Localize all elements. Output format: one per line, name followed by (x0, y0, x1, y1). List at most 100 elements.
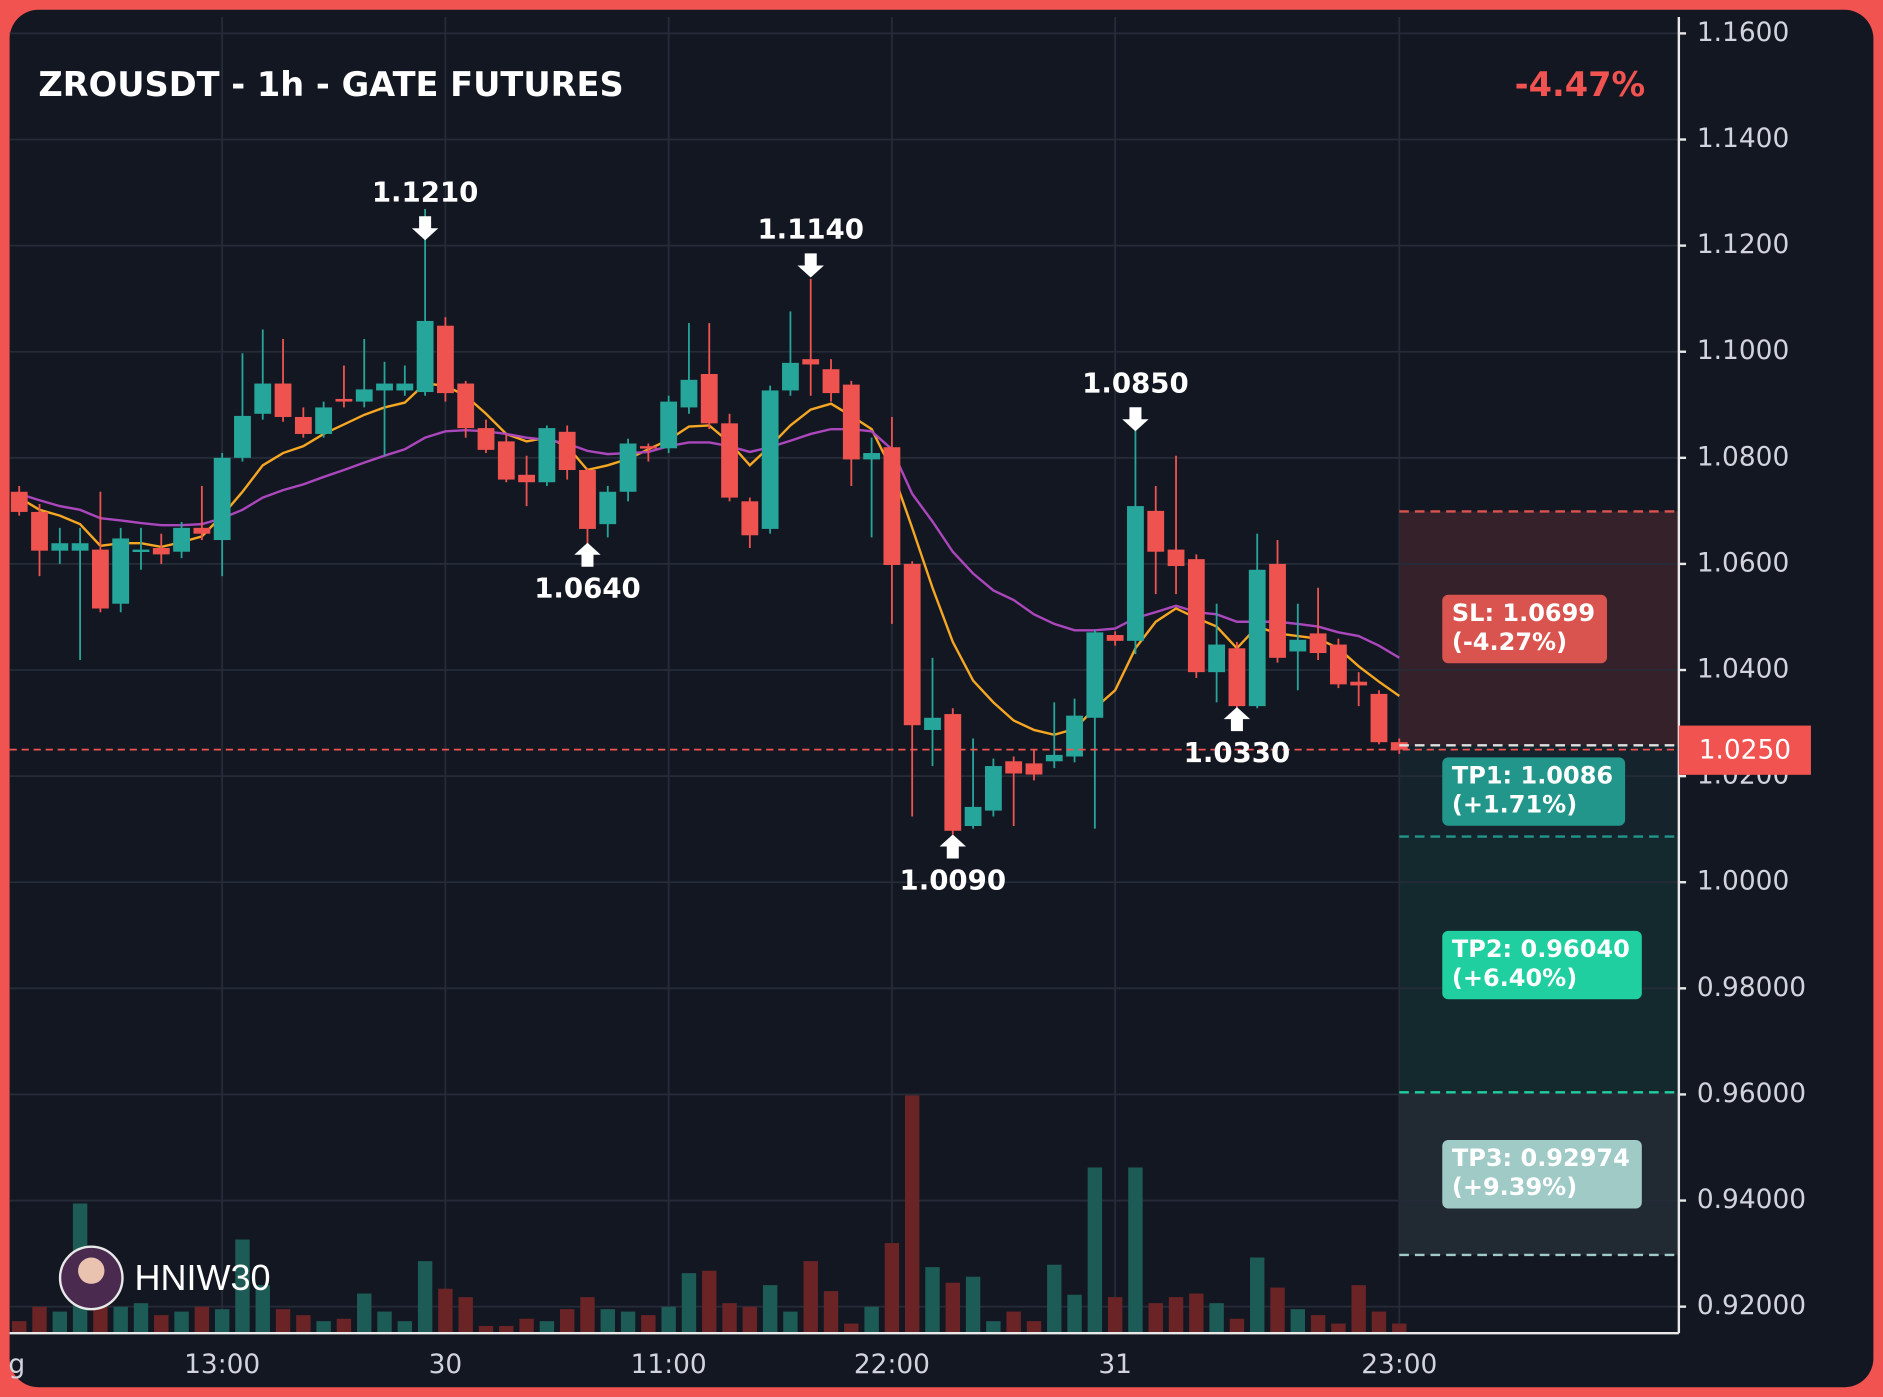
candle-body (680, 379, 698, 408)
volume-bar (823, 1291, 839, 1334)
volume-bar (641, 1315, 656, 1334)
level-box (1442, 930, 1642, 1000)
volume-bar (377, 1311, 392, 1334)
y-tick-label: 1.1200 (1697, 229, 1789, 260)
price-tag (1678, 725, 1811, 775)
volume-bar (702, 1270, 717, 1334)
volume-bar (235, 1239, 250, 1334)
volume-bar (1351, 1285, 1366, 1334)
candle-body (10, 491, 28, 512)
candle-body (31, 511, 48, 551)
candle-body (112, 538, 130, 604)
low-arrow (939, 834, 966, 859)
volume-bar (681, 1273, 697, 1334)
avatar-face (78, 1257, 105, 1284)
volume-bar (1148, 1303, 1163, 1334)
volume-bar (1209, 1303, 1224, 1334)
candle-body (1350, 681, 1368, 686)
candle-body (1147, 510, 1165, 552)
volume-bar (783, 1311, 798, 1334)
change: -4.47% (1515, 65, 1646, 104)
candle-body (863, 453, 881, 460)
candle-body (1248, 569, 1266, 707)
candle-body (741, 501, 759, 536)
volume-bar (1189, 1293, 1204, 1334)
overlay: g 13:00 30 11:00 22:00 31 23:00 1.1210 1.1140 1.0… (8, 17, 1811, 1380)
candle-body (91, 549, 109, 609)
volume-bar (742, 1306, 758, 1334)
volume-bar (1107, 1297, 1123, 1334)
high-label: 1.0850 (1082, 366, 1189, 399)
level-box (1442, 594, 1608, 664)
candle-body (802, 359, 820, 365)
background (9, 9, 1874, 1388)
candle-body (335, 398, 353, 402)
candle-body (1289, 639, 1307, 652)
candle-body (416, 320, 434, 393)
volume-bar (965, 1276, 981, 1334)
volume-bar (133, 1303, 149, 1334)
candle-body (497, 441, 515, 480)
volume-bar (1168, 1297, 1184, 1334)
high-label: 1.1210 (372, 175, 479, 208)
volume-bar (1087, 1167, 1103, 1334)
y-tick-label: 0.96000 (1697, 1078, 1806, 1109)
volume-bar (580, 1297, 595, 1334)
volume-bar (214, 1309, 230, 1334)
candle-body (294, 416, 312, 434)
volume-bar (1310, 1315, 1326, 1334)
volume-bar (1270, 1287, 1285, 1334)
plot-marks (10, 209, 1408, 835)
candle-body (355, 389, 373, 402)
moving-average (18, 427, 1400, 659)
candle-body (761, 390, 779, 529)
low-arrow (574, 542, 601, 567)
candle-body (639, 446, 657, 449)
y-tick-label: 1.1000 (1697, 335, 1789, 366)
candle-body (822, 369, 840, 394)
volume-bar (1067, 1294, 1082, 1334)
y-tick-label: 1.1600 (1697, 17, 1789, 48)
watermark: HNIW30 (135, 1257, 271, 1298)
volume-bar (397, 1321, 413, 1334)
volume-bar (12, 1321, 27, 1334)
low-label: 1.0330 (1184, 736, 1291, 769)
candle-body (152, 548, 170, 555)
y-tick-label: 1.0000 (1697, 866, 1789, 897)
x-tick-label: 30 (429, 1349, 463, 1380)
candle-body (1025, 763, 1043, 775)
candle-body (376, 383, 393, 391)
candle-body (51, 543, 69, 551)
candle-body (1269, 563, 1286, 658)
candle-body (457, 383, 475, 429)
level-change: (+6.40%) (1452, 964, 1577, 992)
candle-body (842, 384, 860, 460)
candle-body (964, 806, 982, 826)
volume-bar (1392, 1323, 1407, 1334)
y-tick-label: 1.0800 (1697, 441, 1789, 472)
candle-body (1228, 648, 1246, 707)
candle-body (234, 415, 251, 458)
candle-body (396, 383, 414, 391)
volume-bar (1006, 1311, 1021, 1334)
volume-bar (499, 1325, 514, 1334)
volume-bar (316, 1321, 331, 1334)
candle-body (984, 766, 1002, 811)
candle-body (883, 447, 901, 565)
x-tick-label: 23:00 (1361, 1349, 1437, 1380)
candle-body (1167, 549, 1185, 567)
candle-body (437, 325, 454, 394)
level-box (1442, 757, 1626, 826)
candle-body (254, 383, 272, 414)
y-tick-label: 0.94000 (1697, 1184, 1806, 1215)
volume-bar (458, 1297, 473, 1334)
candle-body (1127, 506, 1144, 641)
candle-body (1370, 693, 1388, 743)
volume-bar (864, 1306, 879, 1334)
candle-body (944, 714, 962, 831)
x-tick-label: 31 (1098, 1349, 1132, 1380)
candle-body (477, 428, 495, 450)
y-tick-label: 1.0400 (1697, 654, 1789, 685)
candle-body (721, 423, 738, 498)
